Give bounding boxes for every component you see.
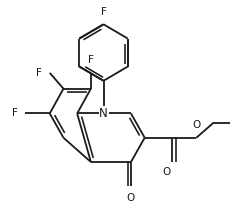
Text: F: F — [12, 108, 18, 119]
Text: O: O — [127, 193, 135, 203]
Text: O: O — [192, 120, 201, 130]
Text: N: N — [99, 107, 108, 120]
Text: F: F — [37, 68, 42, 78]
Text: F: F — [101, 8, 106, 18]
Text: O: O — [163, 167, 171, 177]
Text: F: F — [88, 55, 94, 65]
